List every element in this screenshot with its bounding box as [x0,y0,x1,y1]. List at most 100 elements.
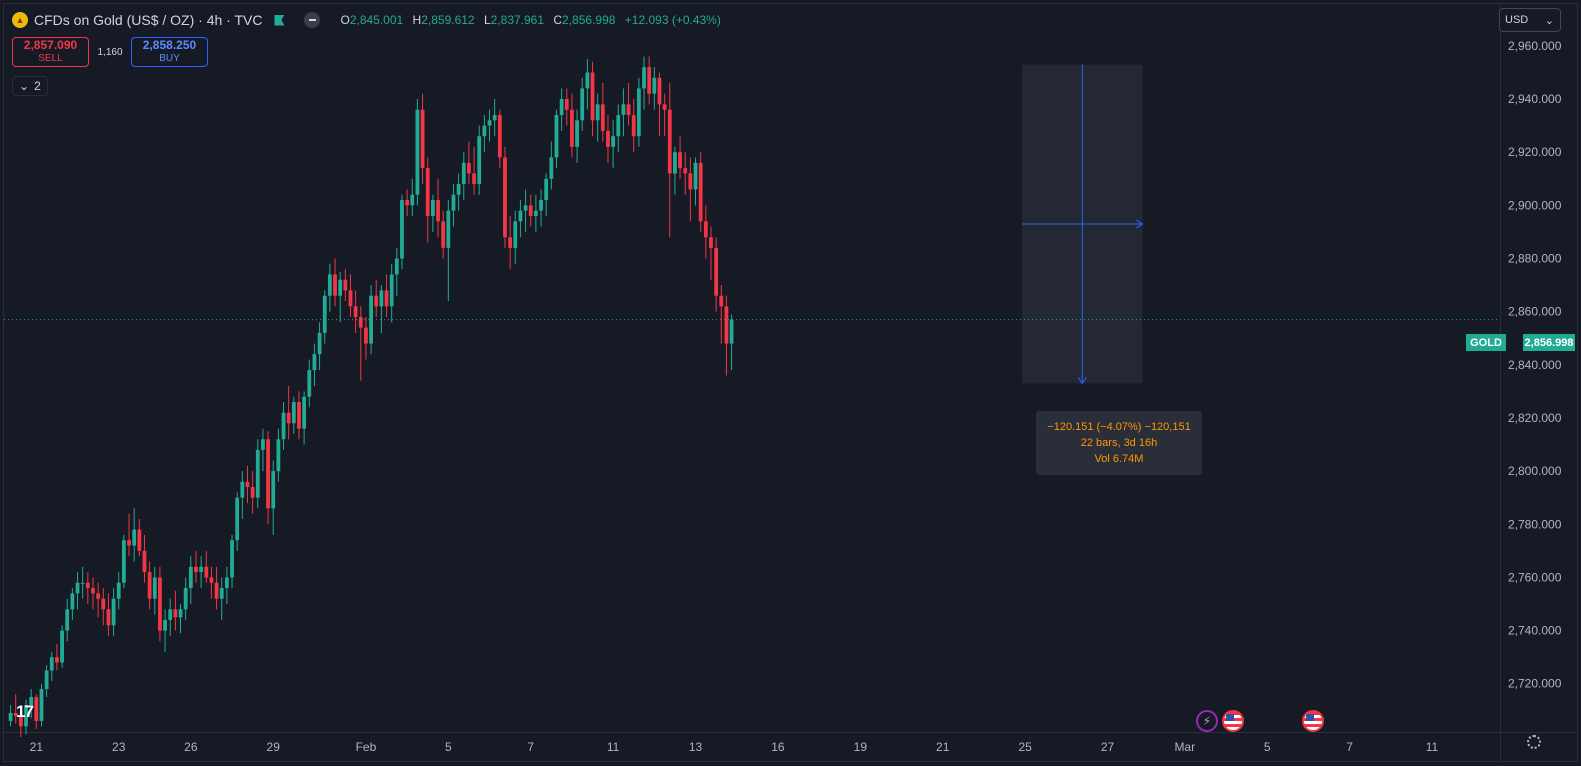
y-tick-label: 2,960.000 [1508,39,1562,53]
candle [384,274,389,317]
x-tick-label: 16 [771,740,785,754]
candle-body [590,72,595,121]
candle [85,572,90,605]
x-axis[interactable]: 21 23 26 29 Feb 5 7 11 13 16 19 21 25 27 Mar 5 7 11 [30,740,1439,754]
event-us-flag-icon[interactable] [1302,710,1324,732]
candle [678,136,682,179]
candle-body [389,274,394,307]
candle-body [75,582,80,594]
measure-label: −120.151 (−4.07%) −120,151 22 bars, 3d 1… [1036,411,1202,475]
candle [369,285,373,355]
measure-change: −120.151 (−4.07%) −120,151 [1047,421,1191,433]
candle-body [559,99,564,115]
candle [333,258,337,307]
candle-body [513,221,518,248]
candle-body [286,412,291,424]
candle [477,125,482,195]
open-key: O [340,13,350,27]
candle-body [312,354,317,371]
candle [327,263,332,312]
candle-body [487,120,492,126]
candle-body [121,540,126,583]
x-tick-label: 27 [1101,740,1115,754]
candle [34,694,39,729]
candle [451,184,456,227]
candle [224,566,229,605]
candle-body [410,194,415,206]
candle-body [374,295,379,307]
candle-body [472,173,476,185]
candle-body [219,588,224,599]
candle [549,141,554,190]
candle [173,590,178,631]
candle-body [647,67,652,94]
candle [250,471,255,514]
candle-body [261,439,265,450]
indicators-collapse-button[interactable]: ⌄ 2 [12,76,48,96]
candle-body [333,274,337,296]
candle-body [709,237,713,248]
candle-body [461,162,466,185]
candle-body [400,200,404,259]
candle-body [142,550,147,573]
candle-body [585,72,590,89]
candle-body [101,598,106,610]
flag-icon[interactable] [274,14,285,26]
candle-body [642,67,646,89]
candle-body [55,657,59,663]
y-tick-label: 2,920.000 [1508,145,1562,159]
candle [343,269,348,302]
candle-body [96,593,101,599]
event-us-flag-icon[interactable] [1222,710,1244,732]
candle [322,290,327,344]
event-bolt-icon[interactable]: ⚡ [1196,710,1218,732]
candle [116,572,121,610]
y-tick-label: 2,800.000 [1508,464,1562,478]
candle [24,699,28,735]
candle-body [338,279,343,296]
candle [533,194,538,232]
candle [709,226,713,280]
x-tick-label: Mar [1174,740,1195,754]
sell-button[interactable]: 2,857.090 SELL [12,37,89,67]
candle-body [719,295,724,307]
candle [441,210,446,259]
x-tick-label: Feb [356,740,377,754]
currency-select[interactable]: USD ⌄ [1499,8,1561,32]
candle-body [652,77,657,94]
candle [209,566,214,599]
candle-body [343,279,348,291]
ohlc-values: O2,845.001 H2,859.612 L2,837.961 C2,856.… [340,13,726,27]
market-status-icon[interactable] [304,12,321,28]
candle [235,492,240,551]
candle-body [693,162,698,190]
candle [291,396,296,434]
candle [8,705,13,727]
candle-body [91,588,95,594]
candle-body [626,104,631,115]
candle [353,290,358,333]
candle [539,189,543,227]
candle-body [173,609,178,618]
candle [590,61,595,137]
buy-button[interactable]: 2,858.250 BUY [131,37,208,67]
candle-body [564,99,569,110]
y-tick-label: 2,900.000 [1508,198,1562,212]
settings-gear-icon[interactable] [1527,735,1541,749]
last-price-badge: 2,856.998 [1523,334,1575,351]
candle [142,534,147,583]
indicators-count: 2 [34,79,41,93]
candle [240,471,245,519]
candle [636,77,641,147]
low-key: L [483,13,491,27]
y-tick-label: 2,860.000 [1508,305,1562,319]
x-tick-label: 23 [112,740,126,754]
candle-body [698,162,703,222]
pane-border [3,3,1578,762]
y-axis[interactable]: 2,720.000 2,740.000 2,760.000 2,780.000 2,80… [1508,39,1562,691]
symbol-title[interactable]: CFDs on Gold (US$ / OZ) · 4h · TVC [34,12,263,28]
tradingview-logo[interactable]: 17 [16,702,34,721]
x-tick-label: 5 [1264,740,1271,754]
candle-body [467,162,471,174]
